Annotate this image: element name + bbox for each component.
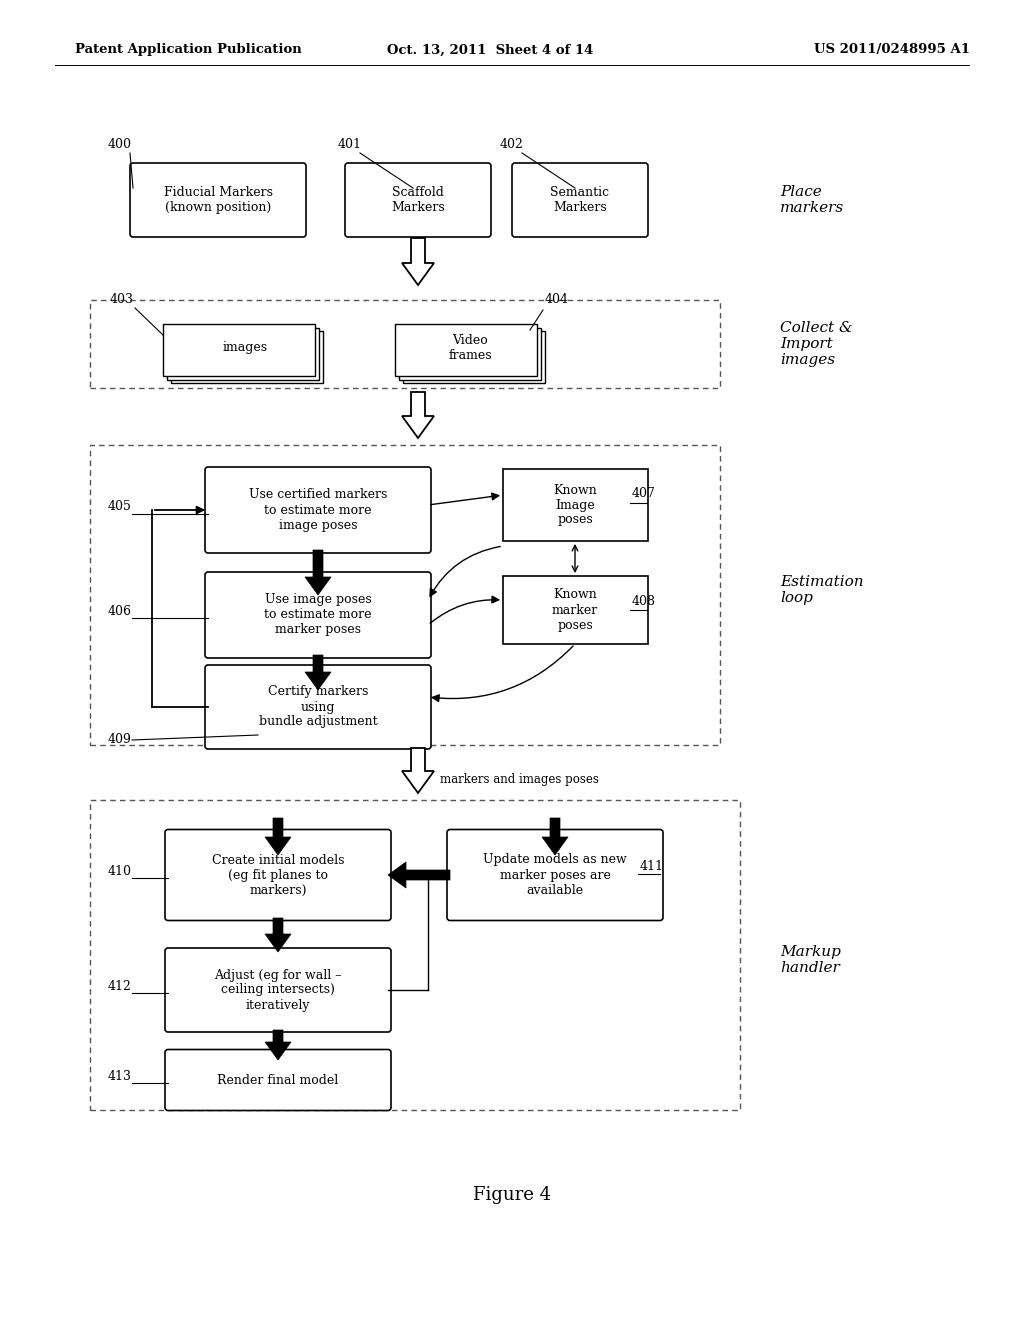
Text: Known
Image
poses: Known Image poses (553, 483, 597, 527)
Polygon shape (305, 655, 331, 690)
Text: Oct. 13, 2011  Sheet 4 of 14: Oct. 13, 2011 Sheet 4 of 14 (387, 44, 593, 57)
Text: 404: 404 (545, 293, 569, 306)
Bar (171, 331, 323, 383)
Text: Certify markers
using
bundle adjustment: Certify markers using bundle adjustment (259, 685, 377, 729)
FancyBboxPatch shape (165, 1049, 391, 1110)
Text: Known
marker
poses: Known marker poses (552, 589, 598, 631)
Polygon shape (265, 1030, 291, 1060)
Text: 413: 413 (108, 1071, 132, 1082)
Text: Semantic
Markers: Semantic Markers (551, 186, 609, 214)
FancyBboxPatch shape (205, 665, 431, 748)
Polygon shape (402, 392, 434, 438)
Text: Markup
handler: Markup handler (780, 945, 841, 975)
FancyBboxPatch shape (447, 829, 663, 920)
Bar (167, 327, 319, 380)
Bar (403, 331, 545, 383)
Text: Scaffold
Markers: Scaffold Markers (391, 186, 444, 214)
Text: 409: 409 (108, 733, 132, 746)
Text: 408: 408 (632, 595, 656, 609)
Bar (90, 445, 720, 744)
Text: Estimation
loop: Estimation loop (780, 576, 863, 605)
Text: 406: 406 (108, 605, 132, 618)
Polygon shape (265, 917, 291, 952)
Text: US 2011/0248995 A1: US 2011/0248995 A1 (814, 44, 970, 57)
Text: 405: 405 (108, 500, 132, 513)
Bar (395, 323, 537, 376)
Bar (399, 327, 541, 380)
Text: Use image poses
to estimate more
marker poses: Use image poses to estimate more marker … (264, 594, 372, 636)
Text: Fiducial Markers
(known position): Fiducial Markers (known position) (164, 186, 272, 214)
FancyBboxPatch shape (165, 948, 391, 1032)
Text: 400: 400 (108, 139, 132, 150)
Polygon shape (542, 818, 568, 855)
FancyBboxPatch shape (512, 162, 648, 238)
Text: Collect &
Import
images: Collect & Import images (780, 321, 853, 367)
FancyBboxPatch shape (205, 572, 431, 657)
FancyBboxPatch shape (165, 829, 391, 920)
Text: Patent Application Publication: Patent Application Publication (75, 44, 302, 57)
FancyBboxPatch shape (205, 467, 431, 553)
Text: Render final model: Render final model (217, 1073, 339, 1086)
Text: markers and images poses: markers and images poses (440, 774, 599, 787)
Polygon shape (265, 818, 291, 855)
Text: 407: 407 (632, 487, 656, 500)
Text: images: images (222, 342, 267, 355)
Text: Adjust (eg for wall –
ceiling intersects)
iteratively: Adjust (eg for wall – ceiling intersects… (214, 969, 342, 1011)
Bar (503, 469, 647, 541)
Text: 402: 402 (500, 139, 524, 150)
Text: 412: 412 (108, 979, 132, 993)
Text: Use certified markers
to estimate more
image poses: Use certified markers to estimate more i… (249, 488, 387, 532)
Polygon shape (388, 862, 450, 888)
Polygon shape (402, 748, 434, 793)
Text: Figure 4: Figure 4 (473, 1185, 551, 1204)
Bar (503, 576, 647, 644)
Polygon shape (402, 238, 434, 285)
FancyBboxPatch shape (345, 162, 490, 238)
Text: 401: 401 (338, 139, 362, 150)
Text: 410: 410 (108, 865, 132, 878)
Text: 403: 403 (110, 293, 134, 306)
Text: 411: 411 (640, 861, 664, 873)
Bar (90, 300, 720, 388)
FancyBboxPatch shape (130, 162, 306, 238)
Bar (90, 800, 740, 1110)
Polygon shape (305, 550, 331, 595)
Bar (163, 323, 315, 376)
Text: Place
markers: Place markers (780, 185, 844, 215)
Text: Video
frames: Video frames (449, 334, 492, 362)
Text: Update models as new
marker poses are
available: Update models as new marker poses are av… (483, 854, 627, 896)
Text: Create initial models
(eg fit planes to
markers): Create initial models (eg fit planes to … (212, 854, 344, 896)
